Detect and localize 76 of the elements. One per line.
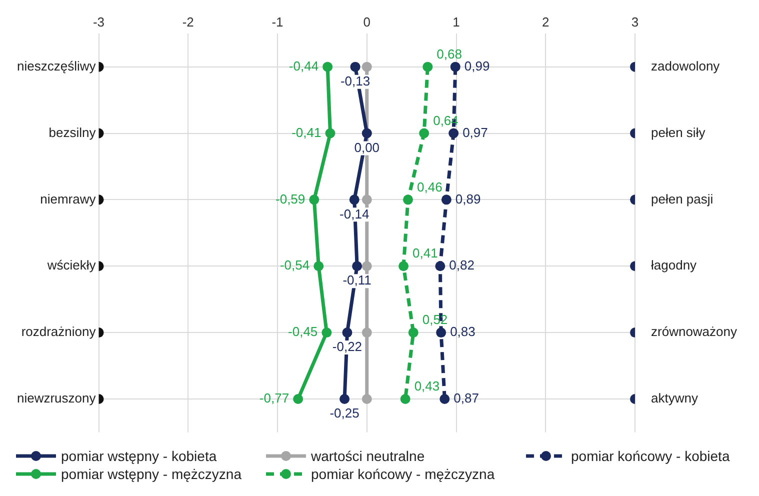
data-label: 0,87: [454, 390, 479, 406]
point: [322, 328, 332, 338]
point: [362, 62, 372, 72]
data-label: 0,41: [412, 246, 438, 261]
y2-tick-label: zadowolony: [651, 58, 720, 74]
data-label: 0,99: [464, 58, 490, 74]
y2-tick-label: łagodny: [651, 258, 698, 273]
point: [293, 394, 304, 404]
y2-tick-label: zrównoważony: [651, 324, 738, 340]
point: [403, 194, 413, 205]
data-label: 0,00: [354, 140, 380, 155]
point: [325, 128, 336, 138]
data-label: 0,97: [462, 124, 488, 140]
data-label: -0,22: [332, 339, 362, 354]
data-label: 0,82: [449, 258, 474, 273]
data-label: 0,46: [417, 179, 442, 194]
y-tick-label: bezsilny: [48, 124, 96, 140]
point: [322, 62, 333, 72]
y-tick-label: wściekły: [46, 258, 96, 273]
point: [419, 128, 430, 138]
x-tick-label: -1: [272, 14, 284, 30]
data-label: -0,11: [342, 272, 372, 288]
data-label: -0,45: [288, 324, 318, 340]
y-tick-label: nieszczęśliwy: [17, 58, 96, 74]
legend-label: pomiar wstępny - mężczyzna: [61, 466, 242, 482]
point: [314, 261, 324, 272]
legend-label: pomiar końcowy - mężczyzna: [311, 466, 495, 482]
y2-tick-label: aktywny: [651, 390, 698, 406]
data-label: -0,54: [280, 258, 310, 273]
y2-tick-label: pełen siły: [651, 124, 706, 140]
point: [362, 328, 372, 338]
point: [450, 62, 460, 72]
point: [408, 328, 418, 338]
legend-label: pomiar końcowy - kobieta: [571, 448, 730, 464]
point: [422, 62, 433, 72]
data-label: -0,13: [340, 73, 370, 88]
point: [349, 194, 360, 205]
data-label: -0,25: [330, 406, 360, 421]
data-label: -0,77: [259, 390, 290, 406]
y-tick-label: niemrawy: [40, 191, 96, 206]
point: [309, 194, 320, 205]
data-label: 0,64: [433, 112, 458, 128]
y-tick-label: rozdrażniony: [21, 324, 96, 340]
point: [362, 194, 372, 205]
point: [398, 261, 409, 272]
x-tick-label: 1: [452, 14, 460, 30]
data-label: -0,44: [288, 58, 319, 74]
point: [362, 394, 372, 404]
point: [435, 261, 446, 272]
data-label: -0,59: [276, 191, 306, 206]
x-tick-label: 0: [363, 14, 370, 30]
y2-tick-label: pełen pasji: [651, 191, 714, 206]
data-label: 0,68: [436, 46, 462, 62]
data-label: 0,89: [455, 191, 481, 206]
data-label: 0,43: [414, 378, 440, 394]
point: [350, 62, 360, 72]
data-label: 0,83: [450, 324, 476, 340]
point: [400, 394, 410, 404]
data-label: -0,14: [340, 206, 370, 222]
point: [362, 261, 372, 272]
point: [342, 328, 352, 338]
x-tick-label: -2: [182, 14, 194, 30]
y-tick-label: niewzruszony: [16, 390, 96, 406]
point: [436, 328, 446, 338]
data-label: -0,41: [292, 124, 322, 140]
legend-label: pomiar wstępny - kobieta: [61, 448, 217, 464]
point: [340, 394, 350, 404]
x-tick-label: 2: [542, 14, 550, 30]
x-tick-label: -3: [92, 14, 105, 30]
point: [441, 194, 452, 205]
point: [352, 261, 362, 272]
point: [448, 128, 459, 138]
x-tick-label: 3: [631, 14, 639, 30]
point: [440, 394, 450, 404]
legend-label: wartości neutralne: [311, 448, 425, 464]
data-label: 0,52: [422, 312, 448, 328]
